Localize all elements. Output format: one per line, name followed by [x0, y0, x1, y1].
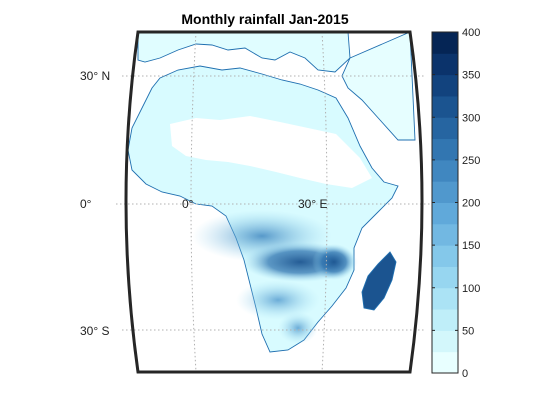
colorbar-bin — [432, 32, 458, 54]
southeast-rain-area — [278, 312, 318, 344]
graticule — [116, 31, 432, 373]
colorbar-bin — [432, 53, 458, 76]
colorbar-bin — [432, 95, 458, 118]
colorbar-bin — [432, 181, 458, 203]
meridian-0 — [190, 31, 197, 373]
meridian-30e — [321, 31, 328, 373]
map-panel — [116, 30, 432, 374]
colorbar-tick-label: 400 — [462, 27, 480, 39]
middle-east-land — [341, 32, 416, 141]
colorbar-bin — [432, 202, 458, 225]
sahara-dry-area — [170, 116, 372, 188]
colorbar-bin — [432, 138, 458, 161]
lat-label-30n: 30° N — [80, 69, 110, 83]
colorbar-tick-label: 250 — [462, 155, 480, 167]
lat-label-30s: 30° S — [80, 324, 109, 338]
colorbar-tick-label: 300 — [462, 112, 480, 124]
madagascar-land — [361, 251, 397, 311]
colorbar-bin — [432, 74, 458, 97]
colorbar-tick-label: 350 — [462, 70, 480, 82]
colorbar-bin — [432, 287, 458, 310]
colorbar-bin — [432, 245, 458, 267]
map-title: Monthly rainfall Jan-2015 — [181, 11, 348, 27]
colorbar-bin — [432, 266, 458, 289]
colorbar-tick-label: 150 — [462, 240, 480, 252]
lat-label-0: 0° — [80, 197, 92, 211]
europe-land — [137, 32, 351, 73]
colorbar-tick-label: 200 — [462, 198, 480, 210]
colorbar-bin — [432, 223, 458, 246]
lon-label-0: 0° — [182, 197, 194, 211]
colorbar-bin — [432, 159, 458, 182]
map-frame — [124, 30, 424, 374]
colorbar-bin — [432, 330, 458, 353]
colorbar-bin — [432, 351, 458, 374]
colorbar-tick-label: 0 — [462, 368, 468, 380]
colorbar-tick-label: 50 — [462, 325, 474, 337]
colorbar-tick-label: 100 — [462, 283, 480, 295]
colorbar-bin — [432, 117, 458, 140]
southern-rain-area — [236, 280, 320, 320]
colorbar: 0 50 100 150 200 250 300 350 400 — [431, 27, 480, 380]
colorbar-bin — [432, 309, 458, 331]
mozambique-rain-core — [312, 244, 356, 280]
lon-label-30e: 30° E — [298, 197, 327, 211]
